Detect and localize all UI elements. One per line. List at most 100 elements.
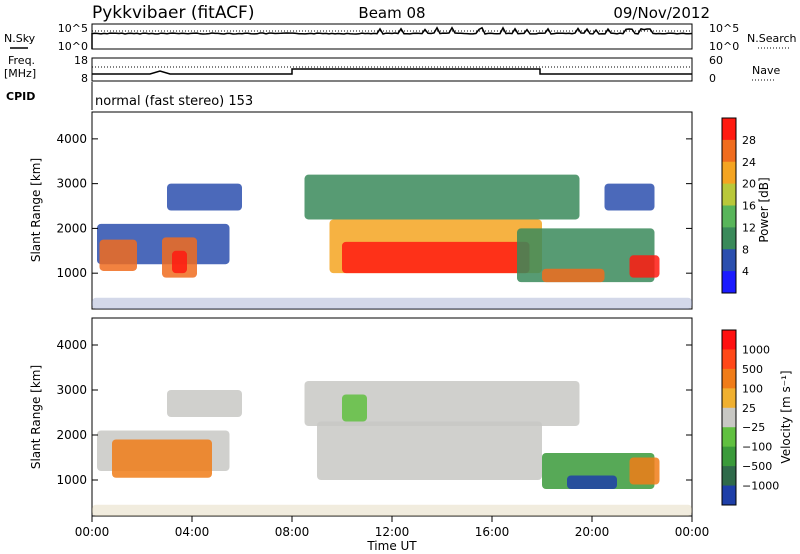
colorbar-segment: [722, 466, 736, 487]
xtick-label: 00:00: [75, 525, 110, 539]
colorbar-tick: 12: [742, 221, 756, 234]
velocity-panel: Slant Range [km] 1000 2000 3000 4000 1000 50…: [29, 317, 793, 517]
frequency-line: [92, 68, 692, 75]
colorbar-segment: [722, 446, 736, 467]
cpid-label: CPID: [6, 90, 35, 103]
colorbar-tick: 25: [742, 402, 756, 415]
colorbar-segment: [722, 388, 736, 409]
freq-label-line2: [MHz]: [4, 67, 36, 80]
nsky-line: [91, 26, 693, 49]
power-colorbar: 4 8 12 16 20 24 28: [721, 117, 756, 294]
x-axis: 00:00 04:00 08:00 12:00 16:00 20:00 00:00: [75, 516, 710, 539]
ytick-label: 1000: [56, 266, 87, 280]
colorbar-tick: 500: [742, 363, 763, 376]
noise-panel: 10^5 10^0 10^5 10^0 N.Sky N.Search: [4, 22, 797, 53]
nsearch-label: N.Search: [747, 32, 797, 45]
xtick-label: 12:00: [375, 525, 410, 539]
freq-label-line1: Freq.: [8, 54, 35, 67]
colorbar-segment: [722, 271, 736, 294]
velocity-colorbar: 1000 500 100 25 −25 −100 −500 −1000: [721, 329, 779, 506]
echo-region: [342, 241, 530, 274]
xtick-label: 08:00: [275, 525, 310, 539]
colorbar-tick: 8: [742, 243, 749, 256]
colorbar-tick: 100: [742, 382, 763, 395]
nave-ytick-top: 60: [709, 54, 723, 67]
velocity-data-region: [92, 381, 692, 516]
noise-ytick-bottom: 10^0: [58, 40, 88, 53]
power-data-region: [92, 174, 692, 309]
colorbar-frame: [721, 117, 737, 294]
colorbar-segment: [722, 139, 736, 163]
colorbar-segment: [722, 183, 736, 206]
echo-region: [629, 457, 660, 485]
colorbar-tick: 20: [742, 178, 756, 191]
echo-region: [542, 268, 605, 283]
colorbar-segment: [722, 427, 736, 448]
power-panel: Slant Range [km] 1000 2000 3000 4000 4 8 12 16…: [29, 111, 771, 310]
echo-region: [167, 390, 242, 417]
xtick-label: 16:00: [475, 525, 510, 539]
noise-ytick-right-bottom: 10^0: [709, 40, 739, 53]
ytick-label: 4000: [56, 132, 87, 146]
echo-region: [92, 504, 692, 516]
ytick-label: 3000: [56, 177, 87, 191]
freq-ytick-top: 18: [74, 54, 88, 67]
ytick-label: 1000: [56, 473, 87, 487]
date-title: 09/Nov/2012: [613, 4, 710, 22]
cpid-text: normal (fast stereo) 153: [95, 94, 253, 109]
nsky-label: N.Sky: [4, 32, 36, 45]
beam-title: Beam 08: [358, 4, 425, 22]
noise-ytick-top: 10^5: [58, 22, 88, 35]
colorbar-segment: [722, 205, 736, 228]
colorbar-segment: [722, 349, 736, 370]
echo-region: [167, 183, 242, 211]
xtick-label: 20:00: [575, 525, 610, 539]
echo-region: [92, 297, 692, 309]
xtick-label: 00:00: [675, 525, 710, 539]
colorbar-segment: [722, 227, 736, 250]
colorbar-segment: [722, 368, 736, 389]
colorbar-tick: 24: [742, 156, 756, 169]
nave-label: Nave: [752, 64, 780, 77]
colorbar-tick: 1000: [742, 343, 770, 356]
colorbar-segment: [722, 161, 736, 185]
echo-region: [112, 439, 212, 478]
station-title: Pykkvibaer (fitACF): [92, 3, 254, 23]
colorbar-tick: 28: [742, 134, 756, 147]
echo-region: [342, 394, 367, 422]
noise-ytick-right-top: 10^5: [709, 22, 739, 35]
colorbar-tick: −500: [742, 460, 772, 473]
colorbar-segment: [722, 330, 736, 350]
colorbar-frame: [721, 329, 737, 506]
colorbar-tick: −100: [742, 441, 772, 454]
freq-ytick-bottom: 8: [81, 72, 88, 85]
echo-region: [172, 250, 187, 274]
colorbar-segment: [722, 485, 736, 506]
ytick-label: 4000: [56, 338, 87, 352]
colorbar-tick: −1000: [742, 480, 779, 493]
ytick-label: 3000: [56, 383, 87, 397]
velocity-ylabel: Slant Range [km]: [29, 365, 43, 469]
echo-region: [567, 475, 617, 489]
colorbar-segment: [722, 249, 736, 272]
ytick-label: 2000: [56, 221, 87, 235]
colorbar-tick: −25: [742, 421, 765, 434]
velocity-colorbar-label: Velocity [m s⁻¹]: [779, 370, 793, 463]
power-ylabel: Slant Range [km]: [29, 158, 43, 262]
power-colorbar-label: Power [dB]: [757, 177, 771, 242]
nave-ytick-bottom: 0: [709, 72, 716, 85]
echo-region: [604, 183, 655, 211]
x-axis-label: Time UT: [366, 539, 417, 553]
echo-region: [99, 239, 137, 271]
echo-region: [304, 174, 580, 220]
frequency-panel: 18 8 60 0 Freq. [MHz] Nave: [4, 54, 780, 85]
xtick-label: 04:00: [175, 525, 210, 539]
echo-region: [629, 255, 660, 278]
echo-region: [304, 381, 580, 426]
colorbar-tick: 4: [742, 265, 749, 278]
ytick-label: 2000: [56, 428, 87, 442]
colorbar-segment: [722, 118, 736, 141]
colorbar-segment: [722, 407, 736, 428]
echo-region: [317, 421, 542, 480]
